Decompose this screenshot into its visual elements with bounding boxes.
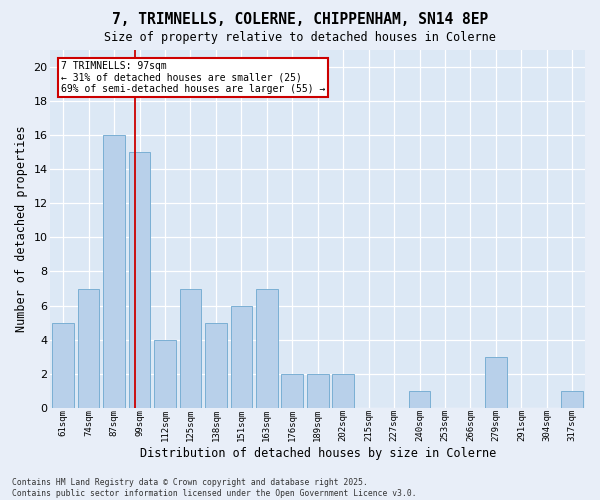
Bar (78, 288, 100, 408)
Bar (562, 391, 583, 408)
Bar (205, 322, 227, 408)
Text: Contains HM Land Registry data © Crown copyright and database right 2025.
Contai: Contains HM Land Registry data © Crown c… (12, 478, 416, 498)
Bar (256, 288, 278, 408)
Text: 7 TRIMNELLS: 97sqm
← 31% of detached houses are smaller (25)
69% of semi-detache: 7 TRIMNELLS: 97sqm ← 31% of detached hou… (61, 60, 326, 94)
Text: 7, TRIMNELLS, COLERNE, CHIPPENHAM, SN14 8EP: 7, TRIMNELLS, COLERNE, CHIPPENHAM, SN14 … (112, 12, 488, 28)
Bar (103, 135, 125, 408)
Bar (485, 356, 507, 408)
Bar (129, 152, 151, 408)
Bar (332, 374, 354, 408)
Bar (281, 374, 303, 408)
Bar (409, 391, 430, 408)
Bar (154, 340, 176, 408)
Bar (230, 306, 252, 408)
X-axis label: Distribution of detached houses by size in Colerne: Distribution of detached houses by size … (140, 447, 496, 460)
Text: Size of property relative to detached houses in Colerne: Size of property relative to detached ho… (104, 31, 496, 44)
Bar (52, 322, 74, 408)
Bar (307, 374, 329, 408)
Bar (179, 288, 201, 408)
Y-axis label: Number of detached properties: Number of detached properties (15, 126, 28, 332)
